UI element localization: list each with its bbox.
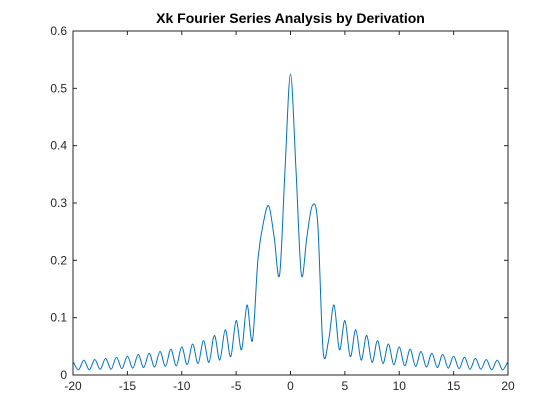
x-tick-label: -20 (64, 379, 82, 393)
x-tick-label: 10 (393, 379, 407, 393)
y-tick-label: 0.2 (50, 253, 67, 267)
chart-title: Xk Fourier Series Analysis by Derivation (156, 10, 425, 26)
y-axis: 0 0.1 0.2 0.3 0.4 0.5 0.6 (50, 24, 508, 382)
y-tick-label: 0.5 (50, 81, 67, 95)
series-line (72, 73, 509, 371)
x-tick-label: 20 (501, 379, 515, 393)
x-tick-label: -5 (231, 379, 242, 393)
y-tick-label: 0.4 (50, 139, 67, 153)
y-tick-label: 0.1 (50, 311, 67, 325)
y-tick-label: 0 (60, 368, 67, 382)
x-tick-label: 5 (342, 379, 349, 393)
y-tick-label: 0.3 (50, 196, 67, 210)
x-tick-label: 0 (287, 379, 294, 393)
x-tick-label: -10 (173, 379, 191, 393)
plot-area (72, 30, 509, 376)
y-tick-label: 0.6 (50, 24, 67, 38)
x-axis: -20 -15 -10 -5 0 5 10 15 20 (64, 31, 515, 393)
x-tick-label: 15 (447, 379, 461, 393)
x-tick-label: -15 (119, 379, 137, 393)
